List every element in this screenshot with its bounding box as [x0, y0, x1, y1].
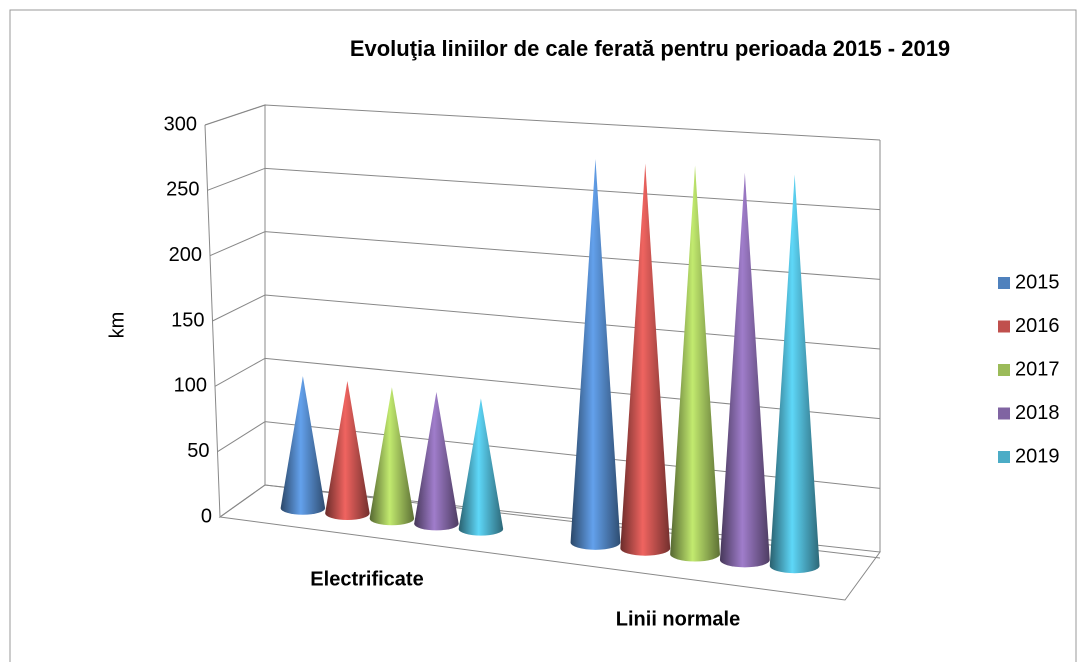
- x-tick-label: Linii normale: [616, 608, 740, 630]
- cone: [769, 174, 820, 574]
- cone: [670, 165, 720, 562]
- y-tick-label: 50: [187, 440, 209, 462]
- y-tick-label: 150: [171, 309, 204, 331]
- cone: [369, 387, 415, 526]
- y-tick-label: 200: [169, 244, 202, 266]
- grid-line: [217, 421, 881, 489]
- cone: [280, 376, 326, 515]
- chart-title: Evoluţia liniilor de cale ferată pentru …: [350, 36, 950, 61]
- legend-label: 2017: [1015, 358, 1060, 380]
- legend-swatch: [998, 407, 1010, 420]
- chart-frame: [9, 9, 1077, 662]
- legend-label: 2018: [1015, 402, 1060, 424]
- cone: [458, 398, 504, 536]
- legend-label: 2016: [1015, 315, 1060, 337]
- y-tick-label: 300: [164, 113, 197, 135]
- grid-line: [209, 231, 881, 280]
- legend-label: 2019: [1015, 445, 1060, 467]
- cone: [719, 172, 770, 568]
- cone: [325, 380, 370, 520]
- cone: [620, 163, 671, 556]
- y-tick-label: 250: [166, 179, 199, 201]
- cone: [414, 392, 459, 531]
- legend-label: 2015: [1015, 271, 1060, 293]
- legend-swatch: [998, 320, 1010, 333]
- legend-swatch: [998, 451, 1010, 463]
- y-tick-label: 0: [201, 505, 212, 527]
- grid-line: [204, 104, 881, 141]
- grid-line: [214, 357, 881, 420]
- y-tick-label: 100: [174, 375, 207, 397]
- legend-swatch: [998, 364, 1010, 376]
- x-tick-label: Electrificate: [310, 568, 423, 590]
- y-axis-label: km: [106, 312, 128, 339]
- grid-line: [207, 167, 881, 211]
- legend-swatch: [998, 277, 1010, 289]
- cone: [570, 159, 621, 550]
- grid-line: [212, 294, 881, 350]
